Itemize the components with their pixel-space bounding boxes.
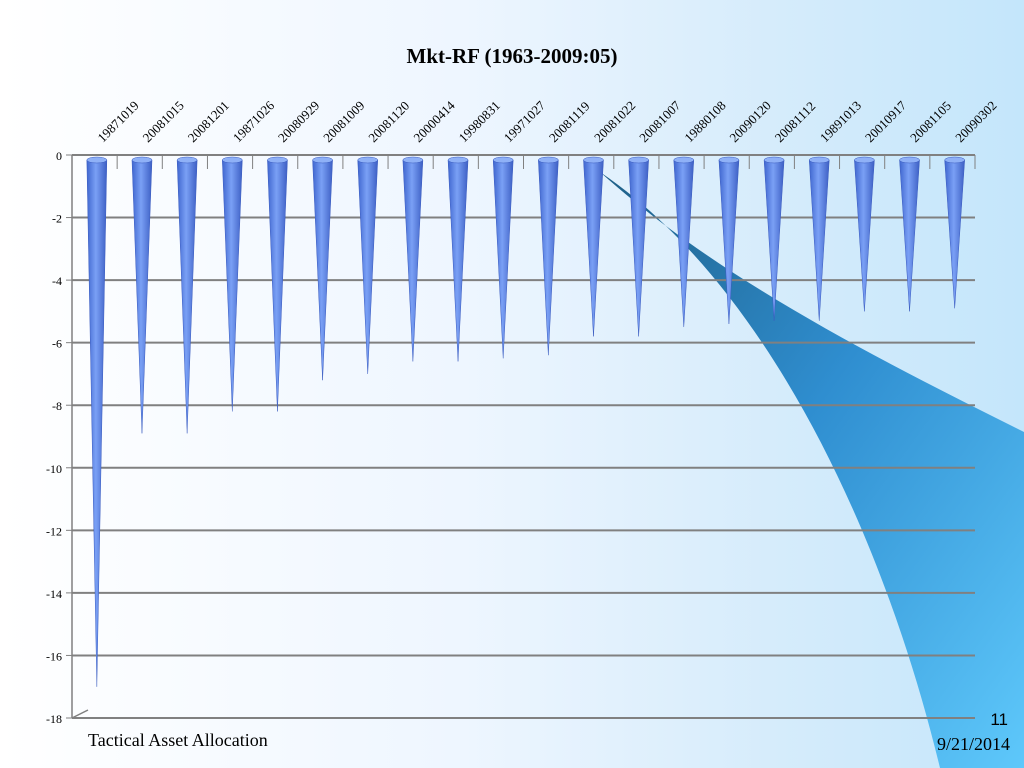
x-tick-label: 20080929 (275, 98, 322, 145)
bar-cap (718, 156, 740, 164)
footer-date: 9/21/2014 (936, 734, 1010, 754)
bar-20081007 (628, 159, 649, 337)
bar-cap (808, 156, 830, 164)
x-tick-label: 20081120 (365, 98, 412, 145)
x-tick-label: 19880108 (681, 98, 728, 145)
bar-19871026 (222, 159, 243, 412)
bar-cap (944, 156, 965, 164)
bar-20080929 (267, 159, 288, 412)
x-tick-label: 19871026 (230, 97, 278, 145)
bar-20081015 (131, 159, 153, 434)
x-tick-label: 19980831 (456, 98, 503, 145)
bar-cap (854, 156, 875, 164)
bar-cap (222, 156, 243, 164)
bar-cap (583, 156, 604, 164)
bar-20081119 (538, 159, 559, 356)
bar-cap (447, 156, 469, 164)
footer-title: Tactical Asset Allocation (88, 730, 268, 750)
y-tick-label: -4 (52, 274, 62, 288)
y-tick-label: -18 (46, 712, 62, 726)
y-tick-label: -6 (52, 337, 62, 351)
x-tick-label: 20081201 (185, 98, 232, 145)
x-tick-label: 20081009 (320, 98, 367, 145)
bar-19971027 (492, 159, 514, 359)
bar-cap (899, 156, 920, 164)
y-tick-label: -14 (46, 587, 62, 601)
x-tick-label: 20081119 (546, 98, 593, 145)
x-tick-label: 20081105 (907, 98, 954, 145)
bar-20090120 (718, 159, 740, 324)
bar-20010917 (854, 159, 875, 312)
bar-19980831 (447, 159, 469, 362)
x-tick-label: 20090302 (952, 98, 999, 145)
bar-20081009 (312, 159, 333, 381)
bar-cap (86, 156, 108, 164)
bar-20000414 (402, 159, 424, 362)
bar-20081201 (176, 159, 198, 434)
bar-cap (673, 156, 695, 164)
y-tick-label: -8 (52, 399, 62, 413)
bar-cap (357, 156, 378, 164)
x-tick-label: 20081112 (772, 98, 819, 145)
floor-edge (71, 709, 89, 719)
chart-title: Mkt-RF (1963-2009:05) (406, 44, 618, 68)
page-number: 11 (990, 710, 1008, 729)
y-tick-label: -10 (46, 462, 62, 476)
x-tick-label: 19891013 (817, 98, 864, 145)
bar-cap (492, 156, 514, 164)
x-tick-label: 20010917 (862, 97, 910, 145)
bar-20081022 (583, 159, 604, 337)
bar-19891013 (808, 159, 830, 321)
bar-20090302 (944, 159, 965, 309)
bar-cap (267, 156, 288, 164)
bar-19871019 (86, 159, 108, 687)
x-tick-label: 20090120 (726, 98, 773, 145)
bar-cap (131, 156, 153, 164)
x-tick-label: 20081022 (591, 98, 638, 145)
bar-19880108 (673, 159, 695, 328)
bar-cap (628, 156, 649, 164)
bar-cap (402, 156, 424, 164)
y-tick-label: -2 (52, 212, 62, 226)
bar-cap (312, 156, 333, 164)
x-tick-label: 20081007 (636, 97, 684, 145)
bar-cap (763, 156, 785, 164)
bar-20081112 (763, 159, 785, 321)
x-tick-label: 20000414 (410, 97, 458, 145)
bar-20081105 (899, 159, 920, 312)
y-tick-label: -12 (46, 524, 62, 538)
x-tick-label: 19871019 (94, 98, 141, 145)
bar-cap (538, 156, 559, 164)
y-tick-label: -16 (46, 649, 62, 663)
x-tick-label: 19971027 (501, 97, 549, 145)
y-tick-label: 0 (56, 149, 62, 163)
bar-cap (176, 156, 198, 164)
x-tick-label: 20081015 (139, 98, 186, 145)
